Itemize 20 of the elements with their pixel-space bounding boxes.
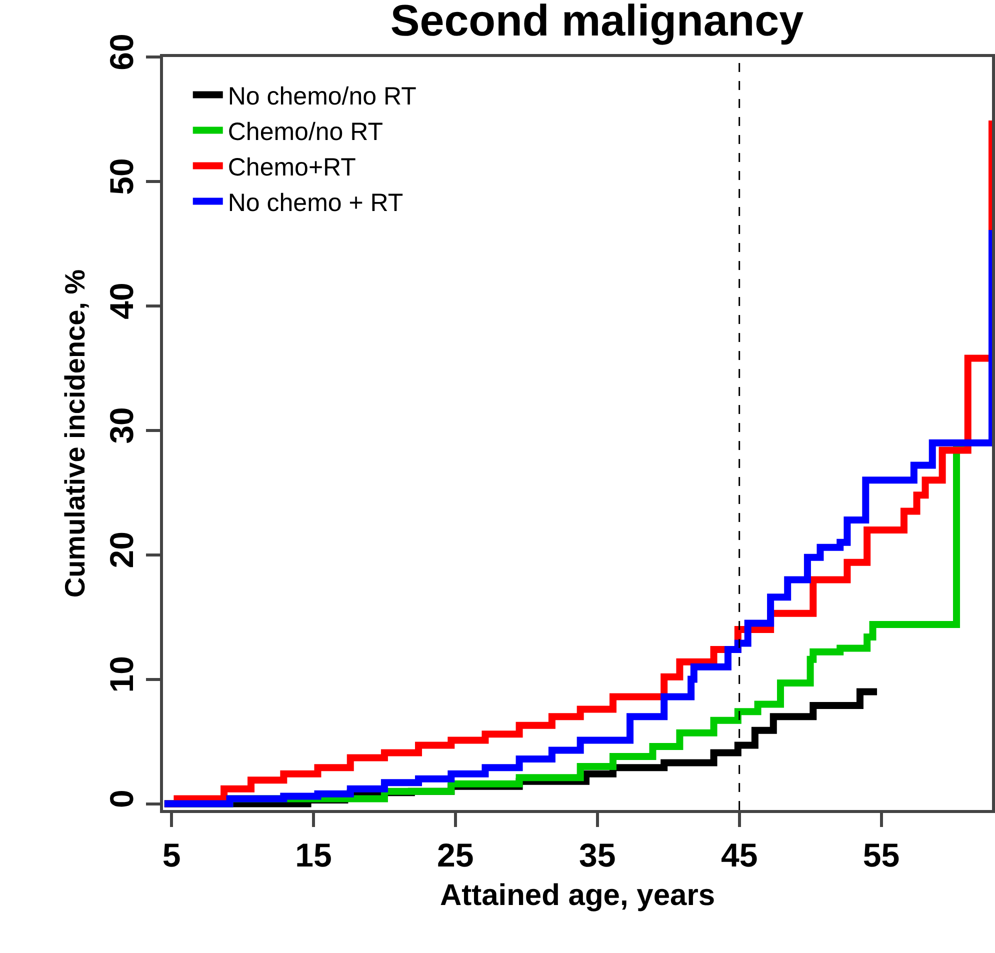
legend-label: Chemo+RT (228, 154, 356, 182)
y-tick-label: 30 (102, 407, 140, 444)
x-axis-title: Attained age, years (440, 879, 716, 912)
legend-label: Chemo/no RT (228, 118, 384, 146)
y-tick-label: 0 (102, 790, 140, 808)
y-axis-title: Cumulative incidence, % (60, 269, 90, 598)
y-tick-label: 20 (102, 532, 140, 568)
chart-title: Second malignancy (390, 0, 804, 46)
x-tick-label: 25 (437, 836, 474, 874)
x-tick-label: 35 (579, 836, 616, 874)
y-tick-label: 40 (102, 282, 140, 320)
x-tick-label: 15 (295, 836, 332, 874)
legend-label: No chemo/no RT (228, 82, 416, 111)
y-tick-label: 10 (102, 656, 140, 693)
y-tick-label: 50 (102, 158, 140, 195)
x-tick-label: 55 (862, 836, 900, 874)
legend-label: No chemo + RT (228, 189, 404, 218)
x-tick-label: 45 (720, 836, 758, 874)
y-tick-label: 60 (102, 34, 140, 70)
x-tick-label: 5 (162, 836, 181, 874)
